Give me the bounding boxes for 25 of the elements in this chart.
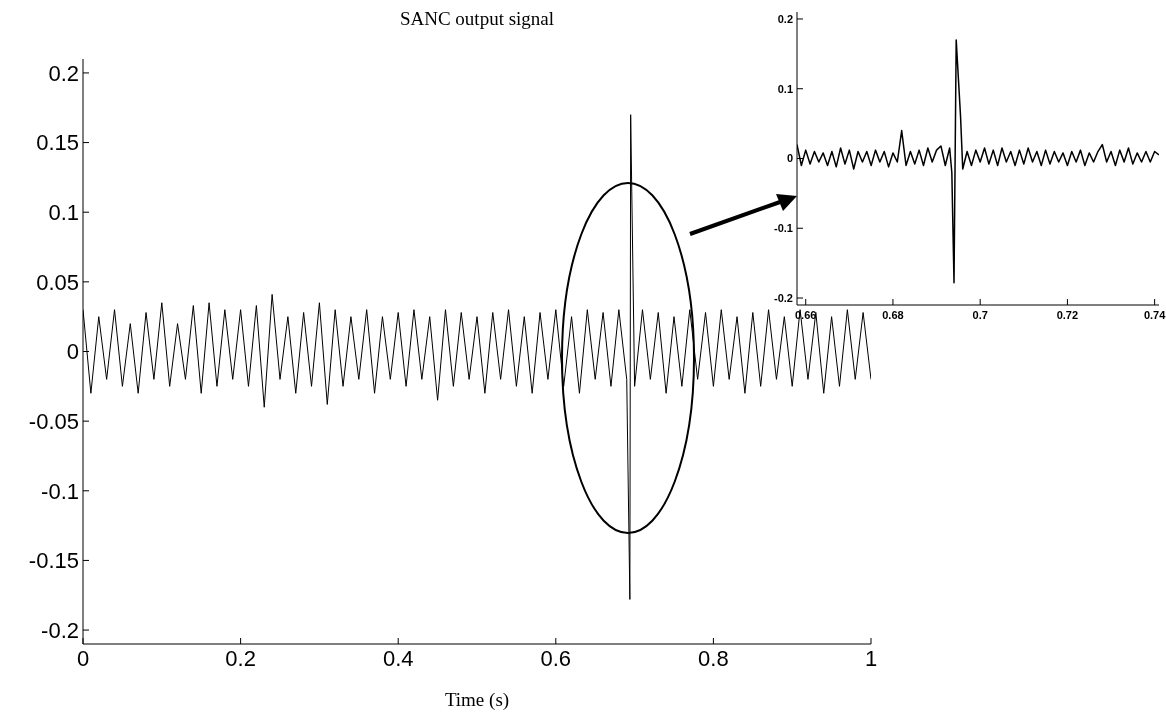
y-tick-label: -0.1 (41, 478, 79, 504)
y-tick-label: 0 (66, 339, 79, 365)
x-axis-title: Time (s) (444, 689, 510, 711)
x-tick-label: 0.2 (225, 645, 256, 671)
x-tick-label: 0.4 (382, 645, 414, 671)
y-tick-label: -0.2 (41, 617, 79, 643)
y-tick-label: 0 (786, 152, 793, 165)
chart-title: SANC output signal (399, 8, 555, 29)
y-tick-label: -0.2 (774, 291, 793, 304)
x-tick-label: 0.7 (972, 308, 988, 321)
x-tick-label: 0.6 (540, 645, 572, 671)
x-tick-label: 0.72 (1056, 308, 1079, 321)
y-tick-label: 0.2 (777, 12, 793, 25)
y-tick-label: 0.1 (777, 82, 793, 95)
y-tick-label: 0.1 (48, 200, 79, 226)
y-tick-label: -0.05 (28, 408, 79, 434)
x-tick-label: 0.68 (882, 308, 904, 321)
x-tick-label: 1 (864, 645, 878, 671)
y-tick-label: 0.2 (48, 60, 79, 86)
y-tick-label: 0.05 (36, 269, 79, 295)
y-tick-label: 0.15 (36, 130, 79, 156)
x-tick-label: 0.74 (1143, 308, 1166, 321)
x-tick-label: 0.8 (698, 645, 729, 671)
y-tick-label: -0.1 (774, 222, 793, 235)
y-tick-label: -0.15 (28, 548, 79, 574)
